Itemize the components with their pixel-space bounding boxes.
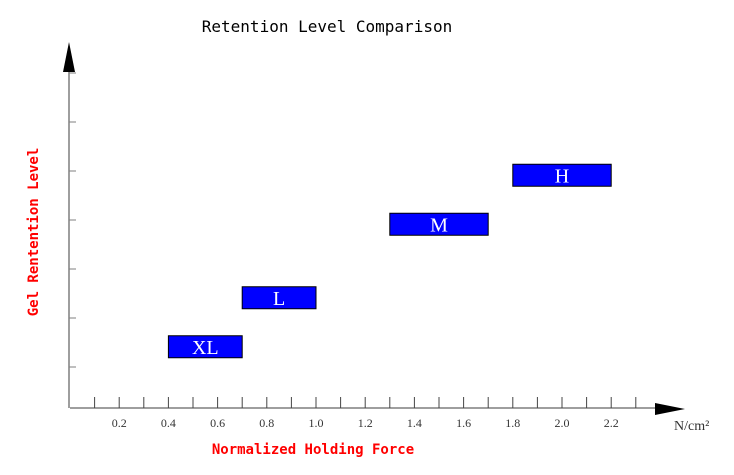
bars: XL L M H [167, 163, 612, 359]
bar-label-l: L [273, 288, 285, 310]
bar-h [512, 163, 612, 187]
bar-label-m: M [430, 214, 448, 236]
axes: 0.2 0.4 0.6 0.8 1.0 1.2 1.4 1.6 1.8 2.0 2.2 [63, 42, 685, 430]
x-tick-label: 2.2 [604, 416, 619, 430]
x-tick-label: 1.8 [505, 416, 520, 430]
x-tick-label: 1.2 [358, 416, 373, 430]
bar-label-xl: XL [192, 337, 219, 359]
x-tick-label: 0.8 [259, 416, 274, 430]
x-axis-unit: N/cm² [674, 419, 709, 434]
chart-title: Retention Level Comparison [202, 17, 452, 36]
x-tick-label: 1.0 [309, 416, 324, 430]
x-axis-label: Normalized Holding Force [212, 442, 414, 458]
x-tick-label: 2.0 [555, 416, 570, 430]
x-tick-label: 1.4 [407, 416, 422, 430]
x-tick-label: 0.4 [161, 416, 176, 430]
x-axis-arrow [655, 403, 685, 415]
y-axis-label: Gel Rentention Level [26, 148, 42, 317]
y-axis-arrow [63, 42, 75, 72]
bar-label-h: H [555, 165, 569, 187]
bar-m [389, 212, 489, 236]
x-tick-label: 1.6 [456, 416, 471, 430]
x-tick-label: 0.2 [112, 416, 127, 430]
x-tick-label: 0.6 [210, 416, 225, 430]
bar-l [241, 286, 317, 310]
bar-xl [167, 335, 243, 359]
